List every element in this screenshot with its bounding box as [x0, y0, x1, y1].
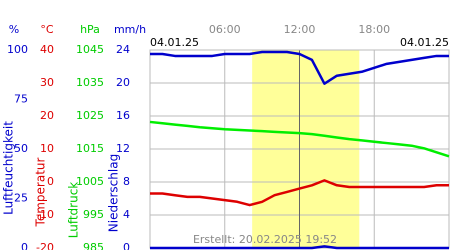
axis-unit: mm/h: [114, 23, 146, 36]
axis-title: Luftdruck: [67, 182, 81, 239]
y-tick-label: 0: [21, 241, 28, 250]
axis-title: Niederschlag: [107, 154, 121, 232]
series-line: [150, 179, 449, 207]
y-tick-label: 1025: [76, 109, 104, 122]
footer-note: Erstellt: 20.02.2025 19:52: [193, 233, 337, 246]
y-tick-label: 100: [7, 43, 28, 56]
y-tick-label: -10: [36, 208, 54, 221]
y-tick-label: 12: [116, 142, 130, 155]
y-tick-label: 75: [14, 93, 28, 106]
y-tick-label: 25: [14, 192, 28, 205]
y-tick-label: 0: [47, 175, 54, 188]
axis-unit: %: [9, 23, 19, 36]
y-tick-label: 1015: [76, 142, 104, 155]
series-line: [150, 50, 449, 85]
y-tick-label: 0: [123, 241, 130, 250]
date-end: 04.01.25: [400, 36, 449, 49]
series-line: [150, 245, 449, 250]
y-tick-label: 10: [40, 142, 54, 155]
x-tick-label: 18:00: [358, 23, 390, 36]
y-tick-label: 985: [83, 241, 104, 250]
y-tick-label: 4: [123, 208, 130, 221]
axis-unit: °C: [40, 23, 54, 36]
y-tick-label: 1035: [76, 76, 104, 89]
series-line: [149, 120, 450, 158]
y-tick-label: 995: [83, 208, 104, 221]
y-tick-label: 20: [116, 76, 130, 89]
y-tick-label: -20: [36, 241, 54, 250]
date-start: 04.01.25: [150, 36, 199, 49]
y-tick-label: 1045: [76, 43, 104, 56]
x-tick-label: 12:00: [284, 23, 316, 36]
y-tick-label: 50: [14, 142, 28, 155]
y-tick-label: 40: [40, 43, 54, 56]
axis-unit: hPa: [80, 23, 100, 36]
y-tick-label: 30: [40, 76, 54, 89]
y-tick-label: 1005: [76, 175, 104, 188]
y-tick-label: 8: [123, 175, 130, 188]
y-tick-label: 24: [116, 43, 130, 56]
axis-title: Temperatur: [34, 157, 48, 227]
y-tick-label: 20: [40, 109, 54, 122]
y-tick-label: 16: [116, 109, 130, 122]
axis-title: Luftfeuchtigkeit: [2, 121, 16, 215]
x-tick-label: 06:00: [209, 23, 241, 36]
